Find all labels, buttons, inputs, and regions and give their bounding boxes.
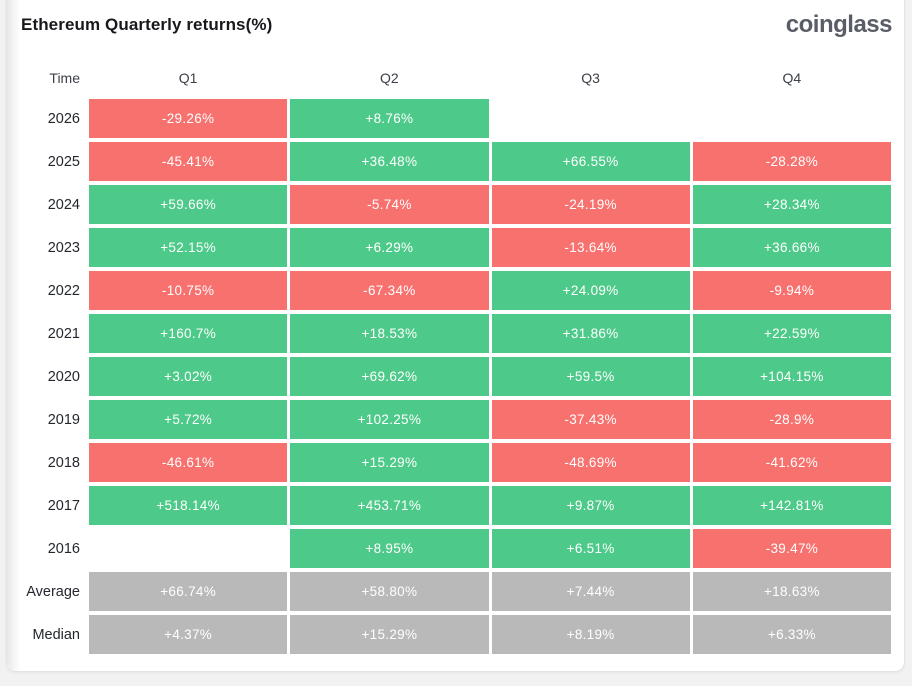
cell-2019-q4: -28.9% (692, 400, 891, 439)
cell-2023-q3: -13.64% (491, 228, 690, 267)
cell-2020-q3: +59.5% (491, 357, 690, 396)
cell-2022-q4: -9.94% (692, 271, 891, 310)
row-label-2017: 2017 (47, 497, 80, 514)
row-label-average: Average (26, 583, 80, 600)
row-label-2023: 2023 (47, 239, 80, 256)
quarterly-returns-card: Ethereum Quarterly returns(%) coinglass … (6, 0, 905, 672)
row-label-2022: 2022 (47, 282, 80, 299)
cell-2024-q4: +28.34% (692, 185, 891, 224)
cell-2021-q2: +18.53% (290, 314, 489, 353)
cell-2018-q4: -41.62% (692, 443, 891, 482)
cell-2016-q3: +6.51% (491, 529, 690, 568)
cell-2022-q2: -67.34% (290, 271, 489, 310)
cell-2021-q3: +31.86% (491, 314, 690, 353)
coinglass-logo: coinglass (785, 11, 893, 38)
cell-2025-q1: -45.41% (89, 142, 288, 181)
cell-2016-q1 (89, 529, 287, 568)
column-header-q4: Q4 (782, 70, 802, 86)
cell-2016-q2: +8.95% (290, 529, 489, 568)
cell-2025-q3: +66.55% (491, 142, 690, 181)
cell-2026-q1: -29.26% (89, 99, 288, 138)
row-label-2024: 2024 (47, 196, 80, 213)
cell-median-q2: +15.29% (290, 615, 489, 654)
cell-average-q3: +7.44% (491, 572, 690, 611)
cell-2018-q1: -46.61% (89, 443, 288, 482)
cell-2022-q1: -10.75% (89, 271, 288, 310)
row-label-2026: 2026 (47, 110, 80, 127)
cell-2026-q4 (693, 99, 891, 138)
cell-median-q1: +4.37% (89, 615, 288, 654)
cell-average-q2: +58.80% (290, 572, 489, 611)
returns-table: Time Q1 Q2 Q3 Q4 2026 -29.26% +8.76% 2025 -45.41%… (15, 61, 891, 654)
cell-2026-q2: +8.76% (290, 99, 489, 138)
cell-2017-q4: +142.81% (692, 486, 891, 525)
column-header-q2: Q2 (380, 70, 399, 86)
cell-2023-q4: +36.66% (692, 228, 891, 267)
cell-2020-q2: +69.62% (290, 357, 489, 396)
cell-2017-q3: +9.87% (491, 486, 690, 525)
cell-2017-q2: +453.71% (290, 486, 489, 525)
row-label-2016: 2016 (47, 540, 80, 557)
cell-2021-q1: +160.7% (89, 314, 288, 353)
cell-2019-q2: +102.25% (290, 400, 489, 439)
cell-2017-q1: +518.14% (89, 486, 288, 525)
cell-2023-q1: +52.15% (89, 228, 288, 267)
row-label-2020: 2020 (47, 368, 80, 385)
cell-average-q1: +66.74% (89, 572, 288, 611)
cell-2020-q1: +3.02% (89, 357, 288, 396)
row-label-median: Median (32, 626, 80, 643)
cell-2018-q3: -48.69% (491, 443, 690, 482)
card-header: Ethereum Quarterly returns(%) coinglass (7, 0, 904, 37)
cell-2026-q3 (492, 99, 690, 138)
cell-median-q3: +8.19% (491, 615, 690, 654)
cell-2021-q4: +22.59% (692, 314, 891, 353)
cell-2018-q2: +15.29% (290, 443, 489, 482)
row-label-2018: 2018 (47, 454, 80, 471)
row-label-2019: 2019 (47, 411, 80, 428)
column-header-q3: Q3 (581, 70, 600, 86)
cell-2019-q1: +5.72% (89, 400, 288, 439)
cell-2016-q4: -39.47% (692, 529, 891, 568)
row-label-2021: 2021 (47, 325, 80, 342)
cell-2019-q3: -37.43% (491, 400, 690, 439)
row-label-2025: 2025 (47, 153, 80, 170)
cell-average-q4: +18.63% (692, 572, 891, 611)
cell-2020-q4: +104.15% (692, 357, 891, 396)
column-header-q1: Q1 (178, 70, 198, 86)
cell-2024-q3: -24.19% (491, 185, 690, 224)
cell-2025-q2: +36.48% (290, 142, 489, 181)
cell-2024-q2: -5.74% (290, 185, 489, 224)
cell-2024-q1: +59.66% (89, 185, 288, 224)
cell-2025-q4: -28.28% (692, 142, 891, 181)
page-title: Ethereum Quarterly returns(%) (21, 15, 273, 34)
column-header-time: Time (49, 70, 80, 86)
cell-2022-q3: +24.09% (491, 271, 690, 310)
cell-2023-q2: +6.29% (290, 228, 489, 267)
cell-median-q4: +6.33% (692, 615, 891, 654)
